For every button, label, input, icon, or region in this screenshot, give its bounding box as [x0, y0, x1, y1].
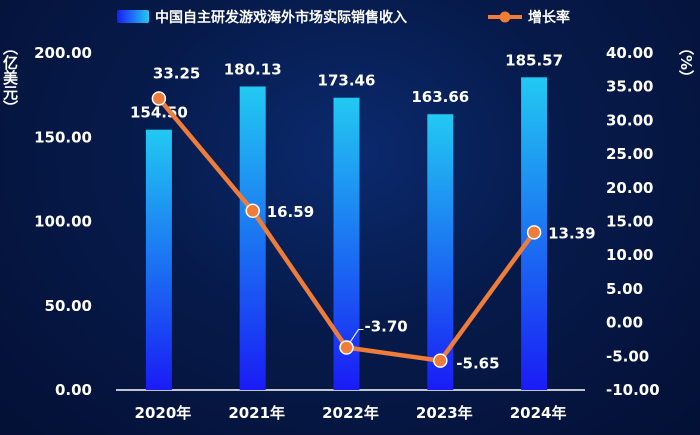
right-axis-unit: （%） [677, 40, 695, 85]
bar-value-label: 163.66 [411, 88, 469, 106]
right-tick-label: 10.00 [606, 246, 653, 264]
growth-point [151, 91, 167, 106]
x-tick-label: 2021年 [228, 404, 285, 422]
growth-point [339, 340, 354, 355]
bar-value-label: 180.13 [224, 60, 282, 78]
legend-bar-swatch [117, 10, 149, 23]
legend-bar-label: 中国自主研发游戏海外市场实际销售收入 [155, 9, 407, 26]
x-tick-label: 2022年 [322, 404, 379, 422]
legend: 中国自主研发游戏海外市场实际销售收入 增长率 [117, 9, 570, 26]
growth-value-label: -5.65 [456, 355, 499, 373]
line-series: 33.25 16.59 -3.70 -5.65 13.39 [151, 64, 596, 373]
growth-point [433, 353, 448, 368]
right-tick-label: -5.00 [606, 347, 649, 365]
bar [239, 86, 266, 390]
right-tick-label: 25.00 [606, 145, 653, 163]
bar [145, 129, 172, 391]
left-axis-unit: （亿美元） [1, 40, 19, 115]
left-tick-label: 150.00 [34, 128, 92, 146]
growth-value-label: -3.70 [365, 318, 408, 336]
left-tick-label: 100.00 [34, 213, 92, 231]
x-tick-label: 2020年 [135, 404, 192, 422]
left-tick-label: 50.00 [45, 297, 92, 315]
right-tick-label: 5.00 [606, 280, 643, 298]
bar-series: 154.50 180.13 173.46 163.66 185.57 [130, 51, 563, 391]
growth-point [245, 203, 260, 219]
x-tick-label: 2024年 [510, 404, 567, 422]
bar [427, 114, 454, 390]
left-tick-label: 200.00 [34, 44, 92, 62]
growth-point [526, 225, 542, 240]
left-tick-label: 0.00 [55, 381, 92, 399]
right-tick-label: 0.00 [606, 314, 643, 332]
right-tick-label: 35.00 [606, 78, 653, 96]
right-tick-label: 20.00 [606, 179, 653, 197]
left-axis: 200.00 150.00 100.00 50.00 0.00 [34, 44, 92, 399]
x-tick-label: 2023年 [416, 404, 473, 422]
label-leader-line [350, 329, 364, 342]
right-tick-label: -10.00 [606, 381, 660, 399]
right-tick-label: 15.00 [606, 213, 653, 231]
x-axis: 2020年 2021年 2022年 2023年 2024年 [135, 404, 567, 422]
right-tick-label: 40.00 [606, 44, 653, 62]
bar-value-label: 154.50 [130, 104, 188, 122]
legend-line-marker [499, 11, 511, 23]
right-axis: 40.00 35.00 30.00 25.00 20.00 15.00 10.00 5.00 0… [606, 44, 660, 399]
growth-value-label: 33.25 [153, 64, 200, 82]
right-tick-label: 30.00 [606, 111, 653, 129]
bar-value-label: 185.57 [505, 51, 563, 69]
growth-value-label: 16.59 [267, 203, 314, 221]
right-axis-unit-text: （%） [677, 40, 695, 85]
bar-value-label: 173.46 [318, 72, 376, 90]
left-axis-unit-text: （亿美元） [1, 40, 19, 115]
growth-value-label: 13.39 [548, 224, 595, 242]
legend-line-label: 增长率 [528, 9, 570, 26]
